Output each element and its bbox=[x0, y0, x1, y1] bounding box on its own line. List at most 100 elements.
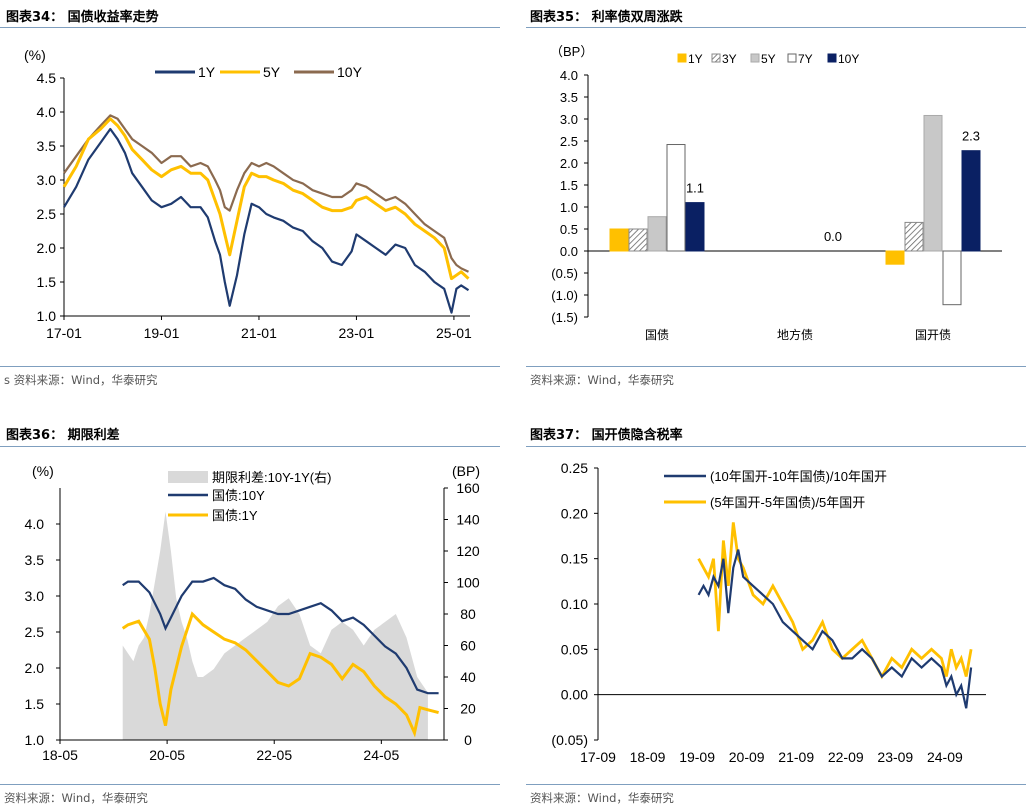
y-tick-label: 2.5 bbox=[560, 134, 578, 149]
series-line-1 bbox=[697, 522, 973, 680]
x-tick-label: 21-01 bbox=[241, 325, 277, 341]
legend-label-1Y: 1Y bbox=[688, 52, 703, 66]
bar-10Y-国开债 bbox=[961, 150, 981, 252]
y-right-tick-label: 60 bbox=[460, 638, 476, 654]
x-tick-label: 22-05 bbox=[256, 747, 292, 763]
legend-label-5Y: 5Y bbox=[761, 52, 776, 66]
y-tick-label: 1.0 bbox=[37, 308, 57, 324]
series-line-0 bbox=[697, 549, 973, 709]
y-tick-label: 1.0 bbox=[25, 732, 45, 748]
y-right-tick-label: 40 bbox=[460, 669, 476, 685]
chart34-title: 图表34： 国债收益率走势 bbox=[6, 10, 159, 25]
x-tick-label: 国债 bbox=[645, 328, 669, 342]
y-tick-label: 2.0 bbox=[560, 156, 578, 171]
x-tick-label: 24-09 bbox=[927, 749, 963, 765]
y-tick-label: 1.0 bbox=[560, 200, 578, 215]
chart35-source-rule bbox=[526, 366, 1026, 367]
chart36-source-rule bbox=[0, 784, 500, 785]
y-tick-label: (0.5) bbox=[551, 266, 578, 281]
y-tick-label: 3.0 bbox=[25, 588, 45, 604]
bar-3Y-国债 bbox=[628, 228, 648, 252]
chart37-title-rule bbox=[526, 446, 1026, 447]
bar-3Y-国开债 bbox=[904, 221, 924, 252]
x-tick-label: 18-05 bbox=[42, 747, 78, 763]
chart34-source-rule bbox=[0, 366, 500, 367]
legend-swatch-1Y bbox=[677, 53, 687, 63]
y-tick-label: 1.5 bbox=[25, 696, 45, 712]
legend-label-7Y: 7Y bbox=[798, 52, 813, 66]
chart35-title-rule bbox=[526, 27, 1026, 28]
y-tick-label: 2.5 bbox=[37, 206, 57, 222]
legend-swatch-10Y bbox=[827, 53, 837, 63]
y-tick-label: 4.0 bbox=[37, 104, 57, 120]
chart37-title: 图表37： 国开债隐含税率 bbox=[530, 428, 683, 443]
legend-label-1Y: 国债:1Y bbox=[212, 508, 258, 523]
legend-swatch-5Y bbox=[750, 53, 760, 63]
y-right-tick-label: 0 bbox=[464, 732, 472, 748]
legend-label-10Y: 10Y bbox=[838, 52, 859, 66]
x-tick-label: 23-01 bbox=[339, 325, 375, 341]
y-right-tick-label: 160 bbox=[456, 480, 480, 496]
y-right-tick-label: 140 bbox=[456, 512, 480, 528]
y-tick-label: 0.0 bbox=[560, 244, 578, 259]
y-tick-label: 3.5 bbox=[560, 90, 578, 105]
chart34-title-rule bbox=[0, 27, 500, 28]
spread-chart: (%) (BP) 1.0 1.5 2.0 2.5 3.0 3.5 4.0 0 20 40 60 80 100… bbox=[25, 463, 480, 763]
legend-swatch-7Y bbox=[787, 53, 797, 63]
x-tick-label: 21-09 bbox=[778, 749, 814, 765]
y-axis-label: (%) bbox=[24, 47, 46, 63]
legend-label-3Y: 3Y bbox=[722, 52, 737, 66]
legend-label-10Y: 国债:10Y bbox=[212, 488, 265, 503]
y-tick-label: (1.5) bbox=[551, 310, 578, 325]
chart36-title-rule bbox=[0, 446, 500, 447]
y-tick-label: 3.0 bbox=[560, 112, 578, 127]
y-tick-label: 0.10 bbox=[561, 596, 588, 612]
x-tick-label: 22-09 bbox=[828, 749, 864, 765]
y-tick-label: 0.05 bbox=[561, 641, 588, 657]
x-tick-label: 23-09 bbox=[877, 749, 913, 765]
data-label-国开债: 2.3 bbox=[962, 129, 980, 144]
legend-swatch-spread bbox=[168, 471, 208, 483]
y-right-tick-label: 120 bbox=[456, 543, 480, 559]
legend-label-1Y: 1Y bbox=[198, 64, 216, 80]
y-tick-label: 0.20 bbox=[561, 505, 588, 521]
x-tick-label: 25-01 bbox=[436, 325, 472, 341]
y-tick-label: (1.0) bbox=[551, 288, 578, 303]
y-tick-label: 4.0 bbox=[25, 516, 45, 532]
x-tick-label: 24-05 bbox=[363, 747, 399, 763]
legend-label-10Y: (10年国开-10年国债)/10年国开 bbox=[710, 469, 887, 484]
biweekly-change-chart: （BP） (1.5) (1.0) (0.5) 0.0 0.5 1.0 1.5 2.0 2.5 3.0… bbox=[550, 44, 1002, 342]
chart36-title: 图表36： 期限利差 bbox=[6, 428, 120, 443]
chart37-source: 资料来源：Wind，华泰研究 bbox=[530, 791, 674, 805]
yield-chart: (%) 1.0 1.5 2.0 2.5 3.0 3.5 4.0 4.5 17-01 19-01 21-… bbox=[24, 47, 472, 341]
legend-label-5Y: (5年国开-5年国债)/5年国开 bbox=[710, 495, 865, 510]
chart35-source: 资料来源：Wind，华泰研究 bbox=[530, 373, 674, 387]
y-tick-label: 3.0 bbox=[37, 172, 57, 188]
y-axis-label: （BP） bbox=[550, 44, 593, 59]
legend-label-10Y: 10Y bbox=[337, 64, 363, 80]
y-right-tick-label: 20 bbox=[460, 701, 476, 717]
y-tick-label: 4.5 bbox=[37, 70, 57, 86]
series-line-1Y bbox=[121, 611, 439, 738]
y-right-tick-label: 80 bbox=[460, 606, 476, 622]
y-tick-label: 2.0 bbox=[25, 660, 45, 676]
series-line-10Y bbox=[122, 576, 439, 695]
chart36-source: 资料来源：Wind，华泰研究 bbox=[4, 791, 148, 805]
bar-10Y-国债 bbox=[685, 202, 705, 252]
series-line-10Y bbox=[63, 114, 469, 273]
y-tick-label: 1.5 bbox=[560, 178, 578, 193]
y-tick-label: 3.5 bbox=[37, 138, 57, 154]
y-right-tick-label: 100 bbox=[456, 575, 480, 591]
y-tick-label: 2.0 bbox=[37, 240, 57, 256]
y-tick-label: 0.00 bbox=[561, 687, 588, 703]
y-tick-label: (0.05) bbox=[551, 732, 588, 748]
x-tick-label: 19-09 bbox=[679, 749, 715, 765]
bar-5Y-国开债 bbox=[923, 114, 943, 252]
y-tick-label: 1.5 bbox=[37, 274, 57, 290]
chart35-title: 图表35： 利率债双周涨跌 bbox=[530, 10, 683, 25]
x-tick-label: 19-01 bbox=[144, 325, 180, 341]
data-label-地方债: 0.0 bbox=[824, 229, 842, 244]
x-tick-label: 地方债 bbox=[777, 327, 813, 342]
legend-swatch-3Y bbox=[711, 53, 721, 63]
series-line-1Y bbox=[63, 127, 470, 314]
